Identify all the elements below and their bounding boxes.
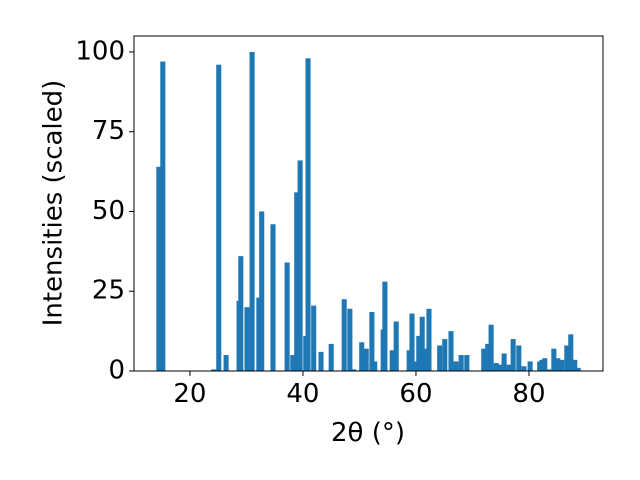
bar [572, 359, 578, 371]
x-tick-label: 20 [173, 379, 206, 409]
bar [341, 299, 347, 371]
bar [516, 345, 522, 371]
y-axis-label: Intensities (scaled) [39, 80, 69, 327]
bar [506, 364, 512, 371]
bar [297, 160, 303, 371]
bar [328, 343, 334, 371]
bar [270, 224, 276, 371]
bar [493, 363, 499, 371]
bar [555, 358, 561, 371]
bar [458, 355, 464, 371]
bar [406, 350, 412, 371]
bar [448, 331, 454, 371]
bar [347, 308, 353, 371]
bar [488, 324, 494, 371]
bar [542, 358, 548, 371]
bar [564, 345, 570, 371]
bar [510, 339, 516, 371]
x-tick-label: 80 [512, 379, 545, 409]
bar [485, 343, 491, 371]
bar [382, 281, 388, 371]
bar [238, 256, 244, 371]
bar [426, 308, 432, 371]
bar [284, 262, 290, 371]
bar [393, 321, 399, 371]
bar [351, 369, 357, 371]
bar [318, 351, 324, 371]
bar [575, 367, 581, 371]
bar [359, 342, 365, 371]
bar [389, 350, 395, 371]
bar [409, 313, 415, 371]
bar [551, 348, 557, 371]
bar [369, 311, 375, 371]
bar [501, 353, 507, 371]
bar [423, 348, 429, 371]
bar [372, 361, 378, 371]
bar [156, 166, 162, 371]
bar [416, 335, 422, 371]
bar [527, 361, 533, 371]
bar [464, 355, 470, 371]
bar [244, 307, 250, 371]
y-tick-label: 50 [92, 196, 125, 226]
bar [442, 339, 448, 371]
bar [453, 361, 459, 371]
y-tick-label: 75 [92, 116, 125, 146]
bar [256, 297, 262, 371]
bar [419, 316, 425, 371]
bar [559, 359, 565, 371]
bar [211, 369, 217, 371]
bar [521, 366, 527, 371]
bar [290, 355, 296, 371]
x-axis-label: 2θ (°) [331, 418, 405, 448]
bar [249, 51, 255, 371]
bar [160, 61, 166, 372]
bar [539, 359, 545, 371]
bar [481, 348, 487, 371]
y-tick-label: 0 [108, 356, 125, 386]
bar [216, 64, 222, 371]
x-tick-label: 40 [286, 379, 319, 409]
x-tick-label: 60 [399, 379, 432, 409]
bar [568, 334, 574, 371]
y-tick-label: 25 [92, 276, 125, 306]
bar [223, 355, 229, 371]
bar [497, 364, 503, 371]
bar [259, 211, 265, 371]
plot-frame [133, 35, 604, 372]
y-tick-label: 100 [75, 36, 125, 66]
bar [294, 192, 300, 371]
bar [311, 305, 317, 371]
bar [546, 369, 552, 371]
bar [305, 58, 311, 371]
bar [437, 345, 443, 371]
bar [363, 348, 369, 371]
bar [413, 361, 419, 371]
